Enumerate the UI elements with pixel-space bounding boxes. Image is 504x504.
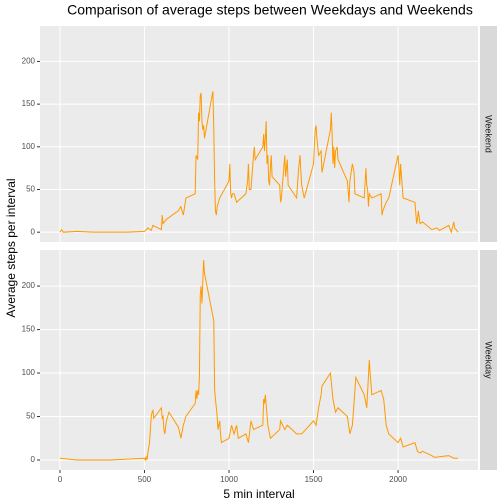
series-line bbox=[59, 259, 459, 462]
y-tick-label: 0 bbox=[31, 455, 36, 464]
facet-strip bbox=[480, 26, 497, 242]
x-tick-label: 2000 bbox=[389, 475, 407, 484]
y-tick-label: 50 bbox=[26, 185, 35, 194]
y-tick-label: 200 bbox=[22, 57, 36, 66]
chart-title: Comparison of average steps between Week… bbox=[67, 2, 473, 18]
y-tick-label: 150 bbox=[22, 99, 36, 108]
y-tick-label: 200 bbox=[22, 281, 36, 290]
x-tick-label: 1500 bbox=[305, 475, 323, 484]
y-tick-label: 0 bbox=[31, 227, 36, 236]
y-tick-label: 50 bbox=[26, 412, 35, 421]
panel-background bbox=[40, 26, 478, 242]
x-tick-label: 500 bbox=[138, 475, 152, 484]
y-tick-label: 100 bbox=[22, 368, 36, 377]
x-axis-label: 5 min interval bbox=[223, 487, 294, 501]
facet-label: Weekday bbox=[484, 341, 494, 379]
y-axis-label: Average steps per interval bbox=[4, 178, 18, 317]
facet-label: Weekend bbox=[484, 115, 494, 153]
y-tick-label: 150 bbox=[22, 325, 36, 334]
series-line bbox=[59, 91, 459, 234]
y-tick-label: 100 bbox=[22, 142, 36, 151]
x-tick-label: 0 bbox=[58, 475, 63, 484]
facet-strip bbox=[480, 250, 497, 470]
x-tick-label: 1000 bbox=[220, 475, 238, 484]
panel-background bbox=[40, 250, 478, 470]
